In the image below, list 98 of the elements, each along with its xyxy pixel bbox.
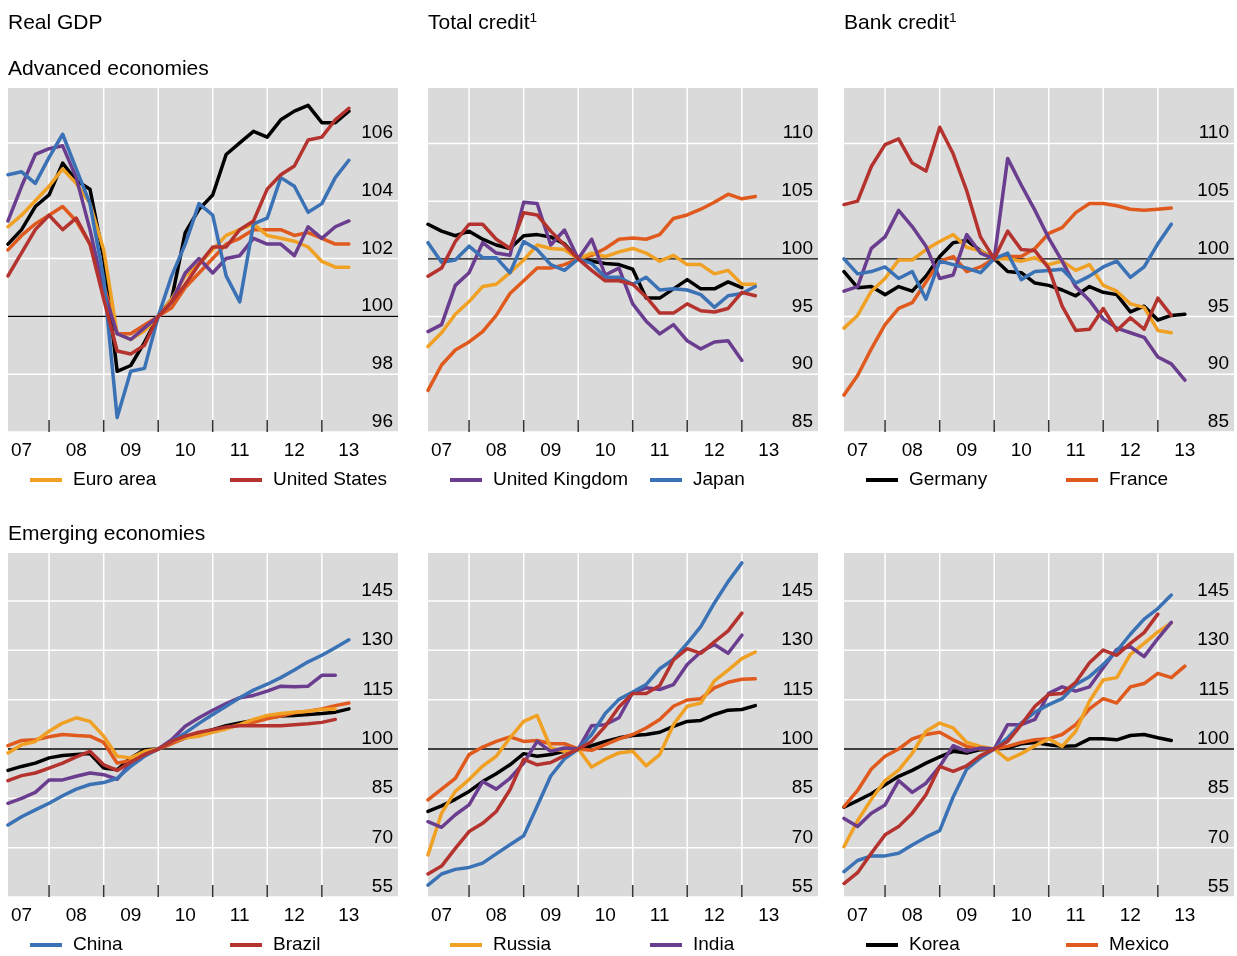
x-tick-label: 07 (847, 904, 869, 926)
x-tick-label: 12 (283, 439, 305, 461)
y-tick-label: 85 (1207, 410, 1229, 431)
y-tick-label: 85 (371, 776, 393, 798)
legend-label: Euro area (73, 468, 157, 490)
x-tick-label: 09 (120, 904, 142, 926)
x-tick-label: 12 (703, 904, 725, 926)
x-tick-label: 10 (174, 904, 196, 926)
x-tick-label: 13 (1174, 439, 1196, 461)
y-tick-label: 96 (371, 410, 393, 431)
y-tick-label: 145 (361, 579, 393, 601)
x-tick-label: 10 (594, 904, 616, 926)
x-tick-label: 08 (65, 904, 87, 926)
y-tick-label: 106 (361, 120, 393, 142)
y-tick-label: 130 (781, 628, 813, 650)
y-tick-label: 55 (371, 875, 393, 896)
x-tick-label: 09 (540, 904, 562, 926)
x-tick-label: 08 (65, 439, 87, 461)
legend-label: France (1109, 468, 1169, 490)
chart-subtitle: Advanced economies (8, 56, 209, 79)
y-tick-label: 55 (1207, 875, 1229, 896)
x-tick-label: 11 (1065, 904, 1086, 926)
x-tick-label: 10 (1010, 439, 1032, 461)
y-tick-label: 100 (1197, 727, 1229, 749)
x-tick-label: 10 (1010, 904, 1032, 926)
x-tick-label: 12 (703, 439, 725, 461)
x-tick-label: 13 (758, 439, 780, 461)
x-tick-label: 07 (431, 904, 453, 926)
legend-label: Japan (693, 468, 745, 490)
x-tick-label: 11 (649, 439, 670, 461)
y-tick-label: 105 (1197, 179, 1229, 201)
y-tick-label: 85 (791, 776, 813, 798)
x-tick-label: 10 (174, 439, 196, 461)
legend-label: China (73, 933, 124, 955)
x-tick-label: 11 (1065, 439, 1086, 461)
x-tick-label: 07 (431, 439, 453, 461)
legend-label: Brazil (273, 933, 321, 955)
y-tick-label: 115 (362, 677, 393, 699)
x-tick-label: 09 (540, 439, 562, 461)
y-tick-label: 95 (1207, 294, 1229, 316)
chart-title: Real GDP (8, 10, 103, 33)
y-tick-label: 90 (1207, 352, 1229, 374)
x-tick-label: 13 (338, 904, 360, 926)
y-tick-label: 105 (781, 179, 813, 201)
y-tick-label: 95 (791, 294, 813, 316)
y-tick-label: 100 (361, 727, 393, 749)
chart-subtitle: Emerging economies (8, 521, 206, 544)
y-tick-label: 85 (1207, 776, 1229, 798)
legend-label: Korea (909, 933, 961, 955)
y-tick-label: 100 (781, 727, 813, 749)
x-tick-label: 11 (229, 439, 250, 461)
x-tick-label: 12 (283, 904, 305, 926)
legend-label: India (693, 933, 735, 955)
y-tick-label: 55 (791, 875, 813, 896)
y-tick-label: 70 (1207, 825, 1229, 847)
x-tick-label: 13 (758, 904, 780, 926)
legend-label: Mexico (1109, 933, 1170, 955)
y-tick-label: 130 (361, 628, 393, 650)
y-tick-label: 130 (1197, 628, 1229, 650)
y-tick-label: 110 (782, 121, 813, 143)
legend-label: Germany (909, 468, 988, 490)
y-tick-label: 100 (1197, 236, 1229, 258)
legend-label: United Kingdom (493, 468, 629, 490)
x-tick-label: 10 (594, 439, 616, 461)
chart-title: Total credit$^{1}$ (428, 9, 538, 33)
x-tick-label: 11 (229, 904, 250, 926)
y-tick-label: 145 (1197, 579, 1229, 601)
legend-label: Russia (493, 933, 552, 955)
y-tick-label: 85 (791, 410, 813, 431)
x-tick-label: 07 (11, 904, 33, 926)
chart-title: Bank credit$^{1}$ (844, 9, 957, 33)
x-tick-label: 09 (956, 904, 978, 926)
y-tick-label: 98 (371, 352, 393, 374)
x-tick-label: 12 (1119, 439, 1141, 461)
x-tick-label: 13 (338, 439, 360, 461)
x-tick-label: 08 (901, 439, 923, 461)
x-tick-label: 08 (485, 904, 507, 926)
y-tick-label: 70 (371, 825, 393, 847)
x-tick-label: 08 (485, 439, 507, 461)
x-tick-label: 09 (120, 439, 142, 461)
y-tick-label: 104 (361, 178, 394, 200)
y-tick-label: 115 (1198, 677, 1229, 699)
x-tick-label: 07 (11, 439, 33, 461)
y-tick-label: 70 (791, 825, 813, 847)
legend-label: United States (273, 468, 388, 490)
x-tick-label: 11 (649, 904, 670, 926)
y-tick-label: 102 (361, 236, 393, 258)
y-tick-label: 100 (361, 294, 393, 316)
y-tick-label: 90 (791, 352, 813, 374)
x-tick-label: 09 (956, 439, 978, 461)
y-tick-label: 110 (1198, 121, 1229, 143)
y-tick-label: 145 (781, 579, 813, 601)
x-tick-label: 12 (1119, 904, 1141, 926)
x-tick-label: 08 (901, 904, 923, 926)
y-tick-label: 115 (782, 677, 813, 699)
y-tick-label: 100 (781, 236, 813, 258)
x-tick-label: 07 (847, 439, 869, 461)
x-tick-label: 13 (1174, 904, 1196, 926)
